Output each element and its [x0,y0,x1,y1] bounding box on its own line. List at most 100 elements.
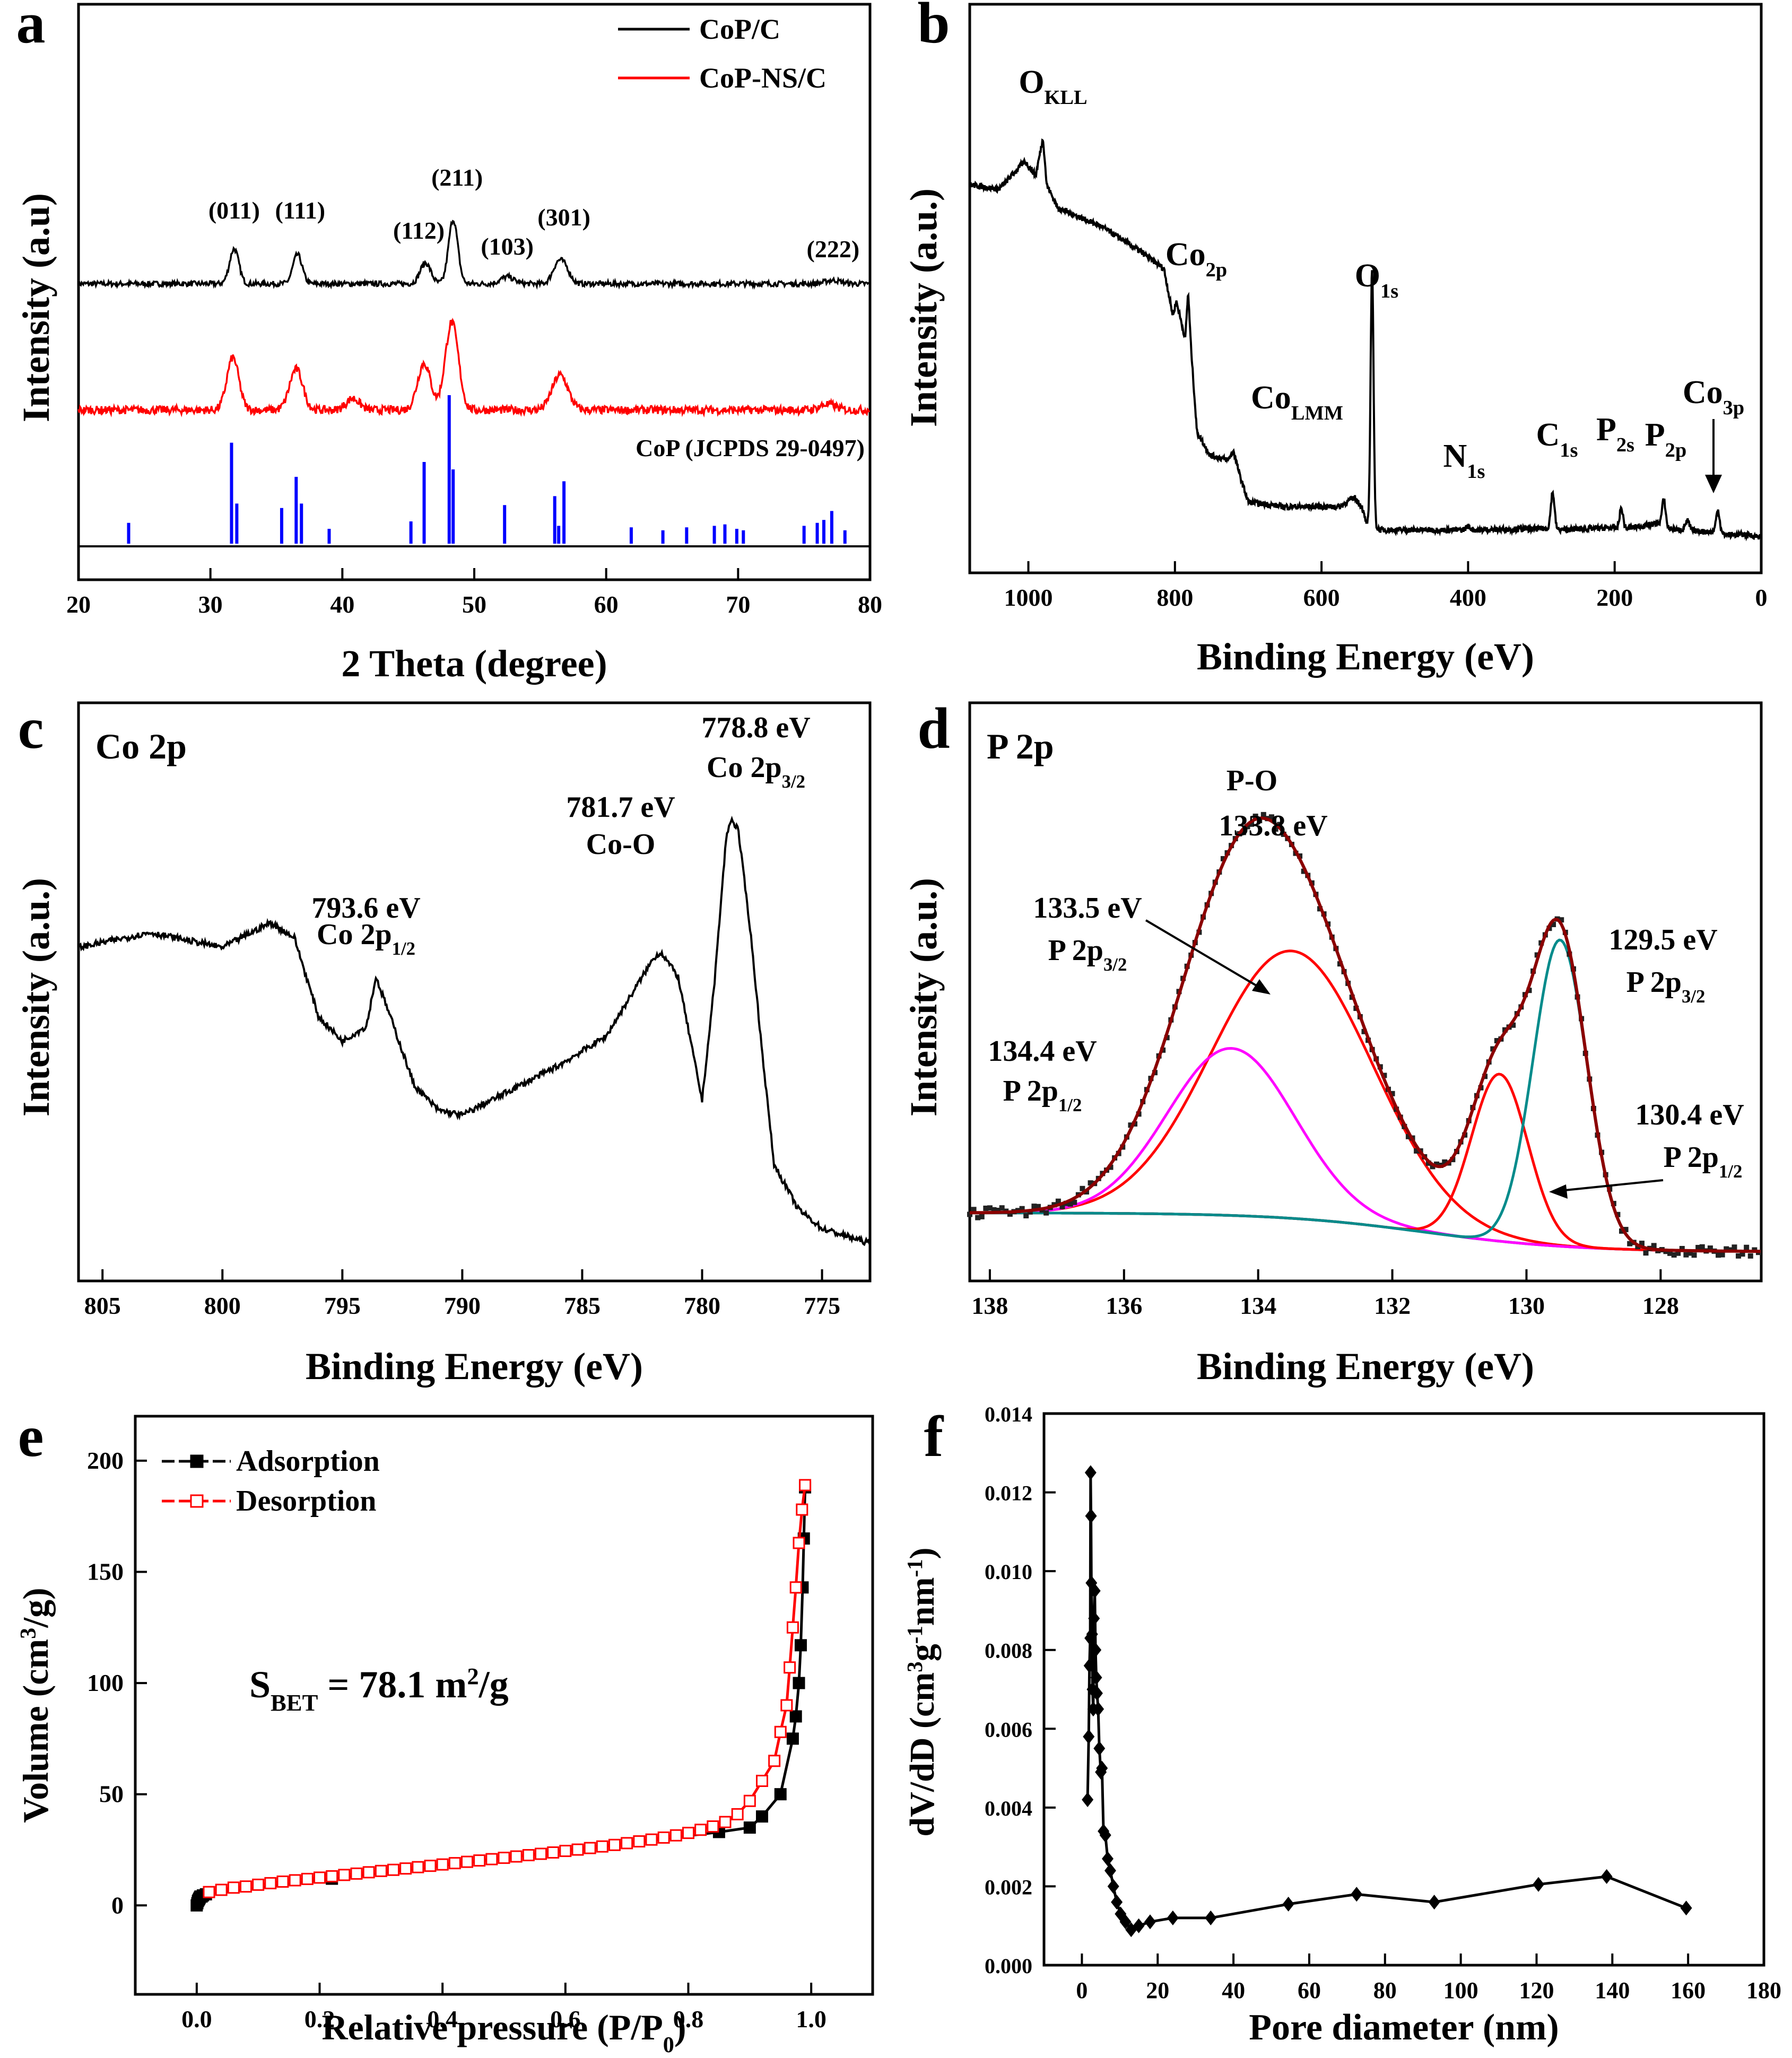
panel-letter: e [18,1404,44,1469]
x-axis-label-part: 0 [663,2033,674,2057]
data-point [786,1621,799,1634]
reference-label: CoP (JCPDS 29-0497) [636,434,865,461]
peak-label: (211) [431,164,483,191]
data-point [1205,1910,1217,1925]
peak-annotation-part: KLL [1045,86,1088,109]
data-point [1724,1246,1729,1252]
data-point [796,1503,808,1516]
data-point [559,1845,572,1858]
data-point [731,1808,744,1820]
peak-label: Co 2p1/2 [317,918,415,959]
data-point [473,1854,486,1867]
x-tick-label: 0 [1076,1977,1088,2003]
data-point [350,1867,363,1880]
peak-label: (103) [481,233,534,260]
data-point [1249,821,1255,827]
x-tick-label: 0.6 [550,2005,581,2033]
peak-label: (222) [807,236,860,263]
peak-label-part: 3/2 [782,771,805,792]
peak-label-part: 3/2 [1682,986,1705,1007]
peak-annotation-part: P [1645,417,1665,453]
peak-annotation-part: 1s [1560,439,1578,461]
x-axis-label: Relative pressure (P/P0) [321,2007,686,2057]
peak-annotation-part: Co [1683,374,1723,411]
data-point [1600,1869,1613,1884]
data-point [1107,1879,1119,1894]
legend-label: Adsorption [236,1445,380,1478]
y-axis-label-part: g [903,1644,942,1661]
y-tick-label: 0.000 [985,1954,1032,1978]
arrow-shaft [1145,919,1264,990]
data-point [999,1205,1005,1211]
data-point [1083,1658,1095,1673]
data-point [1533,1877,1545,1892]
data-point [1430,1164,1436,1170]
x-tick-label: 780 [684,1292,720,1319]
peak-annotation: P2p [1645,417,1686,461]
x-tick-label: 0.0 [181,2005,212,2033]
data-point [1245,824,1250,830]
data-point [1128,1122,1134,1128]
x-tick-label: 136 [1106,1292,1142,1319]
peak-label-part: 1/2 [392,938,415,959]
y-tick-label: 0.008 [985,1639,1032,1663]
y-tick-label: 150 [87,1558,124,1585]
data-point [1414,1148,1420,1154]
bet-annotation-part: = 78.1 m [318,1663,467,1706]
data-point [424,1860,437,1872]
x-tick-label: 200 [1596,584,1633,611]
data-point [1088,1180,1093,1186]
panel-d-frame [968,701,1763,1283]
data-point [522,1849,535,1862]
panel-letter: b [917,0,950,55]
data-point [1090,1670,1102,1685]
peak-annotation: Co3p [1683,374,1744,419]
data-point [1719,1252,1725,1258]
data-point [485,1853,498,1865]
x-tick-label: 80 [858,591,882,618]
data-point [1082,1792,1094,1807]
peak-annotation-part: 2p [1665,439,1687,461]
data-point [774,1725,787,1738]
x-tick-label: 0.8 [673,2005,704,2033]
peak-label-part: Co 2p [707,751,782,784]
peak-value: 781.7 eV [566,791,675,824]
data-point [1639,1241,1645,1246]
data-point [1405,1133,1411,1139]
data-point [794,1639,807,1652]
peak-annotation-part: 1s [1467,460,1485,483]
data-point [768,1755,781,1767]
data-point [1442,1159,1448,1165]
data-point [1273,826,1278,832]
data-point [1035,1204,1041,1209]
data-point [645,1833,658,1846]
peak-annotation: N1s [1443,438,1485,483]
y-axis-label: Volume (cm3/g) [15,1588,56,1823]
data-point [657,1831,670,1844]
data-point [1059,1204,1065,1209]
data-point [1089,1583,1101,1599]
data-point [608,1838,621,1851]
fit-component [970,1047,1761,1253]
data-point [1144,1914,1156,1930]
x-tick-label: 800 [1156,584,1193,611]
legend-marker [190,1494,204,1508]
data-point [1268,814,1274,820]
y-axis-label: Intensity (a.u.) [902,188,945,427]
panel-title: Co 2p [95,726,187,766]
x-axis-label: Pore diameter (nm) [1249,2007,1559,2048]
data-point [301,1872,314,1885]
data-point [412,1861,424,1873]
bet-annotation-part: /g [479,1663,509,1706]
peak-label: P 2p1/2 [1664,1141,1743,1182]
x-tick-label: 775 [804,1292,840,1319]
data-point [1679,1246,1685,1252]
y-tick-label: 0.012 [985,1481,1032,1505]
x-tick-label: 600 [1303,584,1340,611]
data-point [1093,1741,1106,1756]
x-tick-label: 0.2 [305,2005,335,2033]
data-point [314,1871,326,1884]
data-point [694,1824,707,1836]
data-point [967,1211,972,1217]
data-point [991,1207,997,1213]
